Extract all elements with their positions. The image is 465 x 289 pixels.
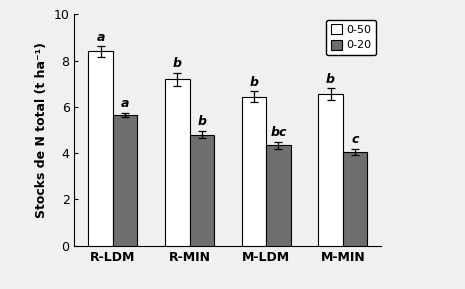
Legend: 0-50, 0-20: 0-50, 0-20	[326, 20, 376, 55]
Bar	[319, 94, 343, 246]
Y-axis label: Stocks de N total (t ha⁻¹): Stocks de N total (t ha⁻¹)	[35, 42, 48, 218]
Bar	[113, 115, 137, 246]
Bar	[165, 79, 190, 246]
Text: c: c	[352, 134, 359, 147]
Bar	[266, 145, 291, 246]
Bar	[242, 97, 266, 246]
Bar	[190, 135, 214, 246]
Text: b: b	[249, 76, 259, 89]
Bar	[343, 152, 367, 246]
Text: b: b	[197, 115, 206, 128]
Text: b: b	[173, 57, 182, 70]
Text: b: b	[326, 73, 335, 86]
Bar	[88, 51, 113, 246]
Text: a: a	[121, 97, 129, 110]
Text: a: a	[96, 31, 105, 44]
Text: bc: bc	[270, 126, 286, 139]
